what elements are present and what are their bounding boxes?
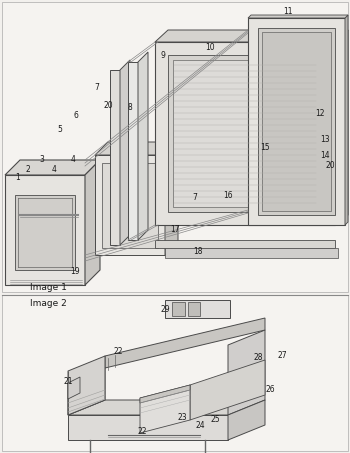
Text: 15: 15 xyxy=(260,144,270,153)
Polygon shape xyxy=(155,240,335,248)
Polygon shape xyxy=(248,15,348,18)
Polygon shape xyxy=(105,318,265,368)
Polygon shape xyxy=(188,302,200,316)
Text: 23: 23 xyxy=(177,414,187,423)
Text: 7: 7 xyxy=(94,83,99,92)
Polygon shape xyxy=(110,70,120,245)
Polygon shape xyxy=(68,356,105,415)
Polygon shape xyxy=(68,400,265,415)
Text: 6: 6 xyxy=(74,111,78,120)
Polygon shape xyxy=(85,160,100,285)
Polygon shape xyxy=(345,15,348,225)
Polygon shape xyxy=(68,377,80,399)
Polygon shape xyxy=(140,385,190,433)
Text: 28: 28 xyxy=(253,353,263,362)
Polygon shape xyxy=(173,60,317,207)
Text: 4: 4 xyxy=(51,165,56,174)
Text: 14: 14 xyxy=(320,150,330,159)
Text: 2: 2 xyxy=(26,165,30,174)
Polygon shape xyxy=(155,42,335,225)
Polygon shape xyxy=(2,2,348,292)
Text: Image 1: Image 1 xyxy=(30,284,67,293)
Polygon shape xyxy=(15,195,75,270)
Text: 12: 12 xyxy=(315,109,325,117)
Polygon shape xyxy=(5,175,85,285)
Text: 13: 13 xyxy=(320,135,330,145)
Text: 27: 27 xyxy=(277,351,287,360)
Polygon shape xyxy=(248,18,345,225)
Text: 3: 3 xyxy=(40,155,44,164)
Text: 7: 7 xyxy=(193,193,197,202)
Text: 21: 21 xyxy=(63,377,73,386)
Text: 22: 22 xyxy=(137,428,147,437)
Polygon shape xyxy=(68,415,228,440)
Text: 20: 20 xyxy=(103,101,113,111)
Text: 17: 17 xyxy=(170,226,180,235)
Polygon shape xyxy=(172,302,185,316)
Text: 20: 20 xyxy=(325,160,335,169)
Polygon shape xyxy=(128,62,138,240)
Text: 1: 1 xyxy=(16,173,20,182)
Text: 8: 8 xyxy=(128,103,132,112)
Polygon shape xyxy=(138,52,148,240)
Text: 18: 18 xyxy=(193,247,203,256)
Polygon shape xyxy=(95,155,165,255)
Text: 9: 9 xyxy=(161,50,166,59)
Polygon shape xyxy=(228,330,265,415)
Polygon shape xyxy=(155,30,348,42)
Polygon shape xyxy=(140,385,190,403)
Polygon shape xyxy=(165,300,230,318)
Text: 24: 24 xyxy=(195,420,205,429)
Text: 5: 5 xyxy=(57,125,62,135)
Polygon shape xyxy=(2,295,348,451)
Text: 10: 10 xyxy=(205,43,215,53)
Polygon shape xyxy=(102,163,158,248)
Text: 4: 4 xyxy=(71,155,76,164)
Polygon shape xyxy=(5,160,100,175)
Polygon shape xyxy=(165,248,338,258)
Polygon shape xyxy=(68,368,105,415)
Polygon shape xyxy=(165,142,178,255)
Polygon shape xyxy=(190,360,265,420)
Polygon shape xyxy=(168,55,322,212)
Text: 29: 29 xyxy=(160,305,170,314)
Polygon shape xyxy=(95,142,178,155)
Polygon shape xyxy=(262,32,331,211)
Polygon shape xyxy=(335,30,348,225)
Text: 11: 11 xyxy=(283,8,293,16)
Text: 25: 25 xyxy=(210,415,220,424)
Text: 22: 22 xyxy=(113,347,123,357)
Polygon shape xyxy=(120,60,130,245)
Text: Image 2: Image 2 xyxy=(30,299,67,308)
Polygon shape xyxy=(258,28,335,215)
Polygon shape xyxy=(228,400,265,440)
Text: 16: 16 xyxy=(223,191,233,199)
Text: 19: 19 xyxy=(70,268,80,276)
Text: 26: 26 xyxy=(265,386,275,395)
